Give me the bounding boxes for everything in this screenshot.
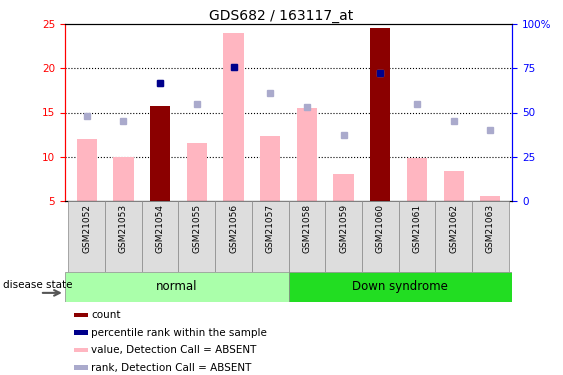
Bar [289, 272, 512, 302]
Bar [224, 33, 244, 201]
Text: count: count [91, 310, 120, 320]
Text: percentile rank within the sample: percentile rank within the sample [91, 328, 267, 338]
Text: GSM21060: GSM21060 [376, 204, 385, 254]
Bar [435, 201, 472, 272]
Bar [260, 136, 280, 201]
Bar [150, 106, 170, 201]
Bar [187, 143, 207, 201]
Bar [77, 139, 97, 201]
Bar [105, 201, 142, 272]
Text: GSM21055: GSM21055 [193, 204, 202, 254]
Bar [325, 201, 362, 272]
Bar [74, 330, 88, 335]
Bar [142, 201, 178, 272]
Bar [333, 174, 354, 201]
Text: disease state: disease state [3, 280, 72, 290]
Bar [65, 272, 289, 302]
Text: GSM21052: GSM21052 [82, 204, 91, 253]
Bar [69, 201, 105, 272]
Bar [407, 158, 427, 201]
Text: GSM21059: GSM21059 [339, 204, 348, 254]
Bar [113, 157, 133, 201]
Bar [215, 201, 252, 272]
Text: GSM21054: GSM21054 [155, 204, 164, 253]
Bar [472, 201, 508, 272]
Text: GSM21053: GSM21053 [119, 204, 128, 254]
Text: GSM21057: GSM21057 [266, 204, 275, 254]
Bar [252, 201, 289, 272]
Text: GDS682 / 163117_at: GDS682 / 163117_at [209, 9, 354, 23]
Bar [399, 201, 435, 272]
Bar [74, 366, 88, 370]
Text: rank, Detection Call = ABSENT: rank, Detection Call = ABSENT [91, 363, 252, 373]
Bar [480, 196, 501, 201]
Bar [444, 171, 464, 201]
Bar [74, 313, 88, 317]
Text: normal: normal [156, 280, 198, 293]
Text: Down syndrome: Down syndrome [352, 280, 448, 293]
Text: GSM21062: GSM21062 [449, 204, 458, 253]
Bar [178, 201, 215, 272]
Bar [74, 348, 88, 352]
Bar [297, 108, 317, 201]
Text: GSM21061: GSM21061 [413, 204, 422, 254]
Text: GSM21056: GSM21056 [229, 204, 238, 254]
Bar [370, 28, 390, 201]
Bar [289, 201, 325, 272]
Text: GSM21063: GSM21063 [486, 204, 495, 254]
Text: value, Detection Call = ABSENT: value, Detection Call = ABSENT [91, 345, 257, 355]
Bar [362, 201, 399, 272]
Text: GSM21058: GSM21058 [302, 204, 311, 254]
